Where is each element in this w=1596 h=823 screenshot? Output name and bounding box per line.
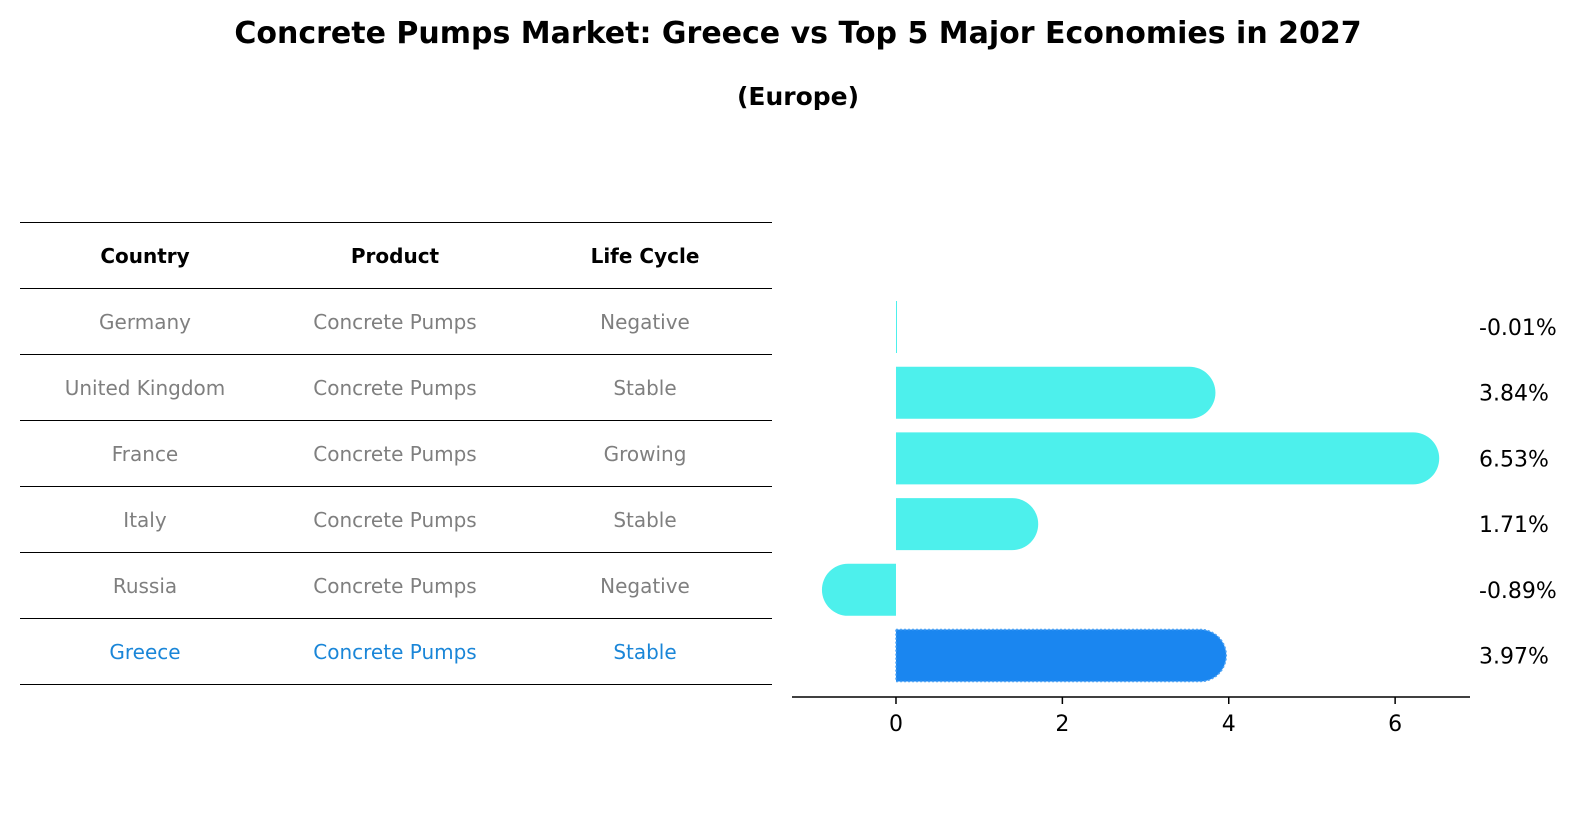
product-cell: Concrete Pumps [313,441,477,466]
bar [895,432,1440,485]
header-country: Country [100,243,190,268]
header-product: Product [350,243,440,268]
chart-subtitle: (Europe) [736,82,860,111]
x-tick-label: 6 [1388,712,1402,737]
product-cell: Concrete Pumps [313,507,477,532]
chart-title: Concrete Pumps Market: Greece vs Top 5 M… [234,16,1362,51]
country-cell: Germany [99,309,191,334]
life-cycle-cell: Stable [613,375,677,400]
table-row: Russia Concrete Pumps Negative [20,553,772,619]
product-cell: Concrete Pumps [313,309,477,334]
table-row: France Concrete Pumps Growing [20,421,772,487]
table-row: United Kingdom Concrete Pumps Stable [20,355,772,421]
x-tick-label: 4 [1222,712,1236,737]
value-label: 6.53% [1479,447,1549,472]
bar-highlighted [895,628,1227,683]
value-label: 3.84% [1479,382,1549,407]
product-cell: Concrete Pumps [313,639,477,664]
country-cell: Italy [123,507,167,532]
value-label: 1.71% [1479,513,1549,538]
country-cell: France [111,441,179,466]
bar [895,366,1216,419]
x-tick-label: 2 [1055,712,1069,737]
table-header-row: Country Product Life Cycle [20,223,772,289]
table-row-highlighted: Greece Concrete Pumps Stable [20,619,772,685]
comparison-table: Country Product Life Cycle Germany Concr… [20,222,772,685]
table-row: Germany Concrete Pumps Negative [20,289,772,355]
life-cycle-cell: Negative [600,573,690,598]
value-label: 3.97% [1479,645,1549,670]
value-label: -0.01% [1479,316,1557,341]
bar [821,563,896,616]
value-label: -0.89% [1479,579,1557,604]
bar [895,301,897,353]
life-cycle-cell: Stable [613,507,677,532]
product-cell: Concrete Pumps [313,573,477,598]
life-cycle-cell: Stable [613,639,677,664]
country-cell: Greece [109,639,181,664]
table-row: Italy Concrete Pumps Stable [20,487,772,553]
life-cycle-cell: Negative [600,309,690,334]
life-cycle-cell: Growing [603,441,687,466]
product-cell: Concrete Pumps [313,375,477,400]
bar [895,498,1039,551]
country-cell: United Kingdom [64,375,226,400]
country-cell: Russia [112,573,178,598]
header-life-cycle: Life Cycle [590,243,700,268]
x-tick-label: 0 [889,712,903,737]
